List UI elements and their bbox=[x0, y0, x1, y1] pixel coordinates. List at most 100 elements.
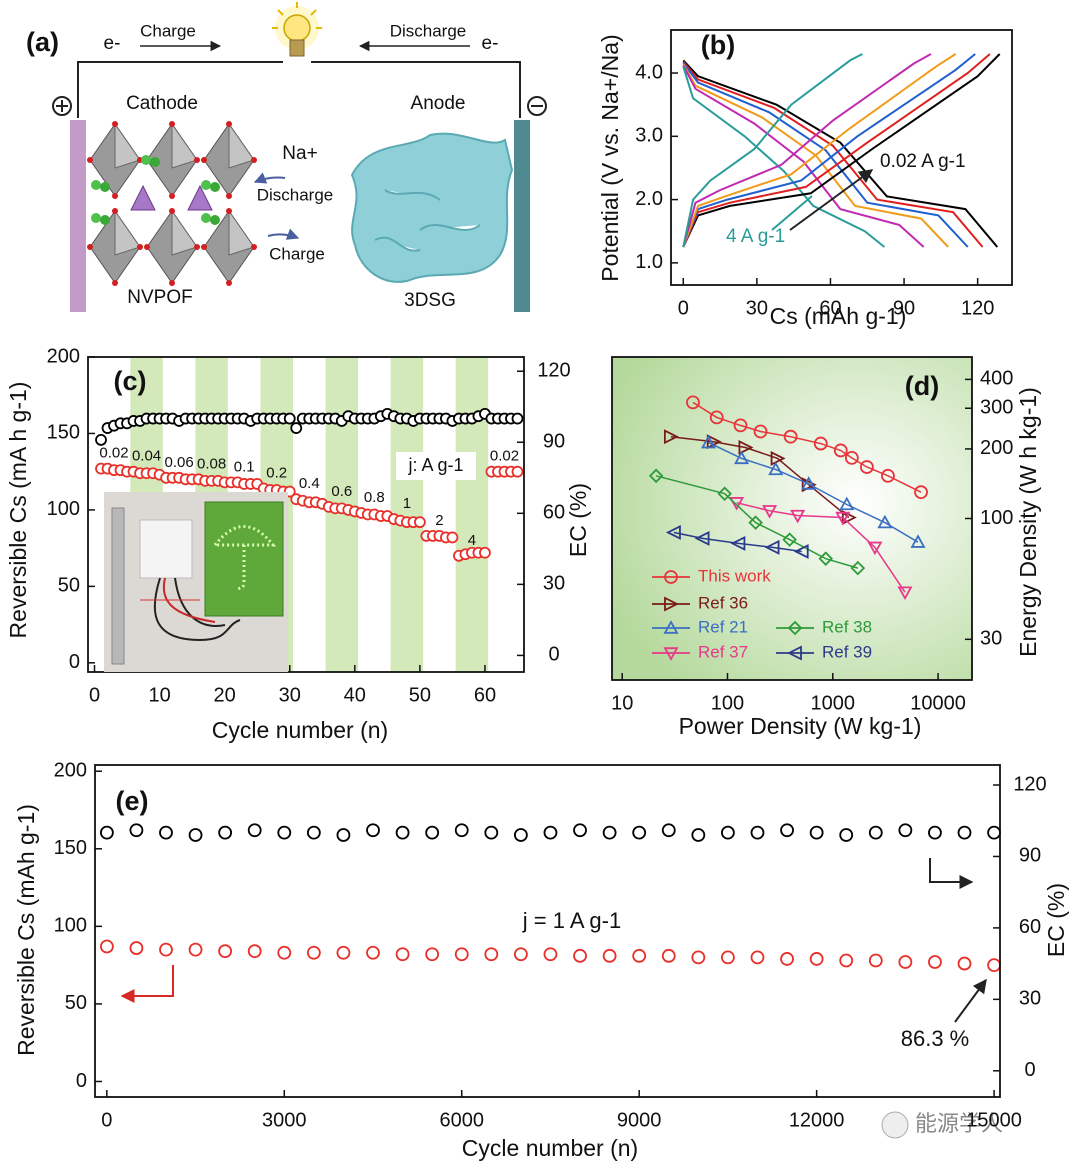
data-point bbox=[750, 825, 765, 840]
data-point bbox=[839, 828, 854, 842]
annotation: 86.3 % bbox=[901, 1026, 970, 1051]
legend-label: Ref 38 bbox=[822, 617, 872, 636]
x-tick-label: 20 bbox=[214, 684, 236, 706]
data-point bbox=[513, 947, 528, 962]
x-tick-label: 60 bbox=[474, 684, 496, 706]
watermark: 能源学人 bbox=[881, 1111, 1003, 1139]
data-point bbox=[957, 956, 972, 971]
sodium-atom bbox=[210, 182, 220, 192]
anode-material: 3DSG bbox=[404, 290, 456, 311]
data-point bbox=[573, 823, 587, 838]
data-point bbox=[691, 950, 706, 965]
data-point bbox=[987, 825, 1001, 840]
rate-unit-label: j: A g-1 bbox=[407, 455, 463, 475]
y2-tick-label: 90 bbox=[1019, 845, 1041, 867]
cathode-material: NVPOF bbox=[127, 287, 192, 308]
legend-marker bbox=[664, 570, 678, 584]
y-axis-label: Reversible Cs (mAh g-1) bbox=[13, 804, 39, 1056]
panel-label: (a) bbox=[26, 27, 59, 57]
data-point bbox=[425, 825, 440, 840]
panel-label: (d) bbox=[905, 371, 939, 401]
data-point bbox=[730, 535, 746, 551]
data-point bbox=[602, 825, 617, 840]
data-point bbox=[748, 515, 763, 530]
x-tick-label: 0 bbox=[101, 1109, 112, 1131]
y-tick-label: 200 bbox=[54, 759, 87, 781]
oxygen-atom bbox=[169, 280, 175, 286]
data-point bbox=[573, 948, 587, 963]
y-axis-label: Reversible Cs (mA h g-1) bbox=[5, 382, 31, 639]
x-tick-label: 15000 bbox=[966, 1109, 1022, 1131]
data-point bbox=[877, 514, 893, 529]
y-tick-label: 50 bbox=[65, 992, 87, 1014]
data-point bbox=[738, 439, 754, 455]
oxygen-atom bbox=[194, 157, 200, 163]
rate-band bbox=[455, 357, 489, 672]
data-point bbox=[897, 586, 913, 601]
data-point bbox=[839, 496, 855, 511]
series-line bbox=[682, 53, 932, 248]
data-point bbox=[790, 509, 806, 524]
x-tick-label: 100 bbox=[711, 692, 744, 714]
y2-tick-label: 120 bbox=[537, 359, 570, 381]
series-line bbox=[682, 53, 1001, 248]
sodium-atom bbox=[201, 180, 211, 190]
data-point bbox=[247, 944, 262, 959]
x-tick-label: 30 bbox=[746, 297, 768, 319]
series-line bbox=[682, 53, 863, 248]
rate-label: 1 bbox=[403, 495, 411, 512]
oxygen-atom bbox=[251, 244, 257, 250]
series-line bbox=[692, 401, 922, 493]
series-line bbox=[673, 531, 802, 553]
octahedron-face bbox=[114, 209, 141, 256]
rate-label: 0.02 bbox=[490, 448, 519, 465]
data-point bbox=[809, 952, 824, 966]
oxygen-atom bbox=[87, 244, 93, 250]
y-tick-label: 100 bbox=[47, 498, 80, 520]
data-point bbox=[809, 825, 824, 840]
data-point bbox=[868, 953, 883, 968]
data-point bbox=[188, 828, 203, 842]
series-line bbox=[708, 441, 919, 543]
data-point bbox=[511, 465, 524, 478]
data-point bbox=[602, 948, 617, 963]
x-tick-label: 60 bbox=[819, 297, 841, 319]
anode-plate bbox=[514, 120, 530, 312]
y2-tick-label: 90 bbox=[543, 431, 565, 453]
discharge-label: Discharge bbox=[390, 21, 467, 40]
data-point bbox=[793, 544, 809, 559]
data-point bbox=[511, 412, 524, 425]
octahedron-face bbox=[171, 122, 198, 169]
annotation-line bbox=[771, 195, 813, 231]
oxygen-atom bbox=[169, 193, 175, 199]
octahedron-face bbox=[171, 209, 198, 256]
y-tick-label: 200 bbox=[47, 345, 80, 367]
panel-label: (c) bbox=[114, 366, 147, 396]
data-point bbox=[780, 823, 794, 838]
data-point bbox=[247, 823, 262, 838]
legend-label: Ref 21 bbox=[698, 617, 748, 636]
octahedron-face bbox=[114, 122, 141, 169]
data-point bbox=[850, 560, 866, 576]
legend-label: Ref 37 bbox=[698, 642, 748, 661]
y-tick-label: 200 bbox=[980, 437, 1013, 459]
x-axis-label: Cycle number (n) bbox=[212, 717, 388, 743]
data-point bbox=[750, 950, 765, 965]
y2-tick-label: 60 bbox=[1019, 916, 1041, 938]
data-point bbox=[632, 825, 647, 840]
cathode-label: Cathode bbox=[126, 93, 198, 114]
oxygen-atom bbox=[226, 193, 232, 199]
data-point bbox=[733, 418, 748, 433]
rate-label: 0.1 bbox=[234, 458, 255, 475]
data-point bbox=[663, 429, 679, 445]
data-point bbox=[218, 944, 233, 959]
series-line bbox=[682, 53, 976, 248]
sodium-atom bbox=[141, 155, 151, 165]
phosphate bbox=[187, 184, 213, 211]
cathode-plate bbox=[70, 120, 86, 312]
data-point bbox=[898, 823, 913, 838]
plot-frame bbox=[94, 764, 1001, 1098]
y2-tick-label: 30 bbox=[1019, 988, 1041, 1010]
data-point bbox=[188, 942, 203, 957]
data-point bbox=[665, 525, 681, 540]
